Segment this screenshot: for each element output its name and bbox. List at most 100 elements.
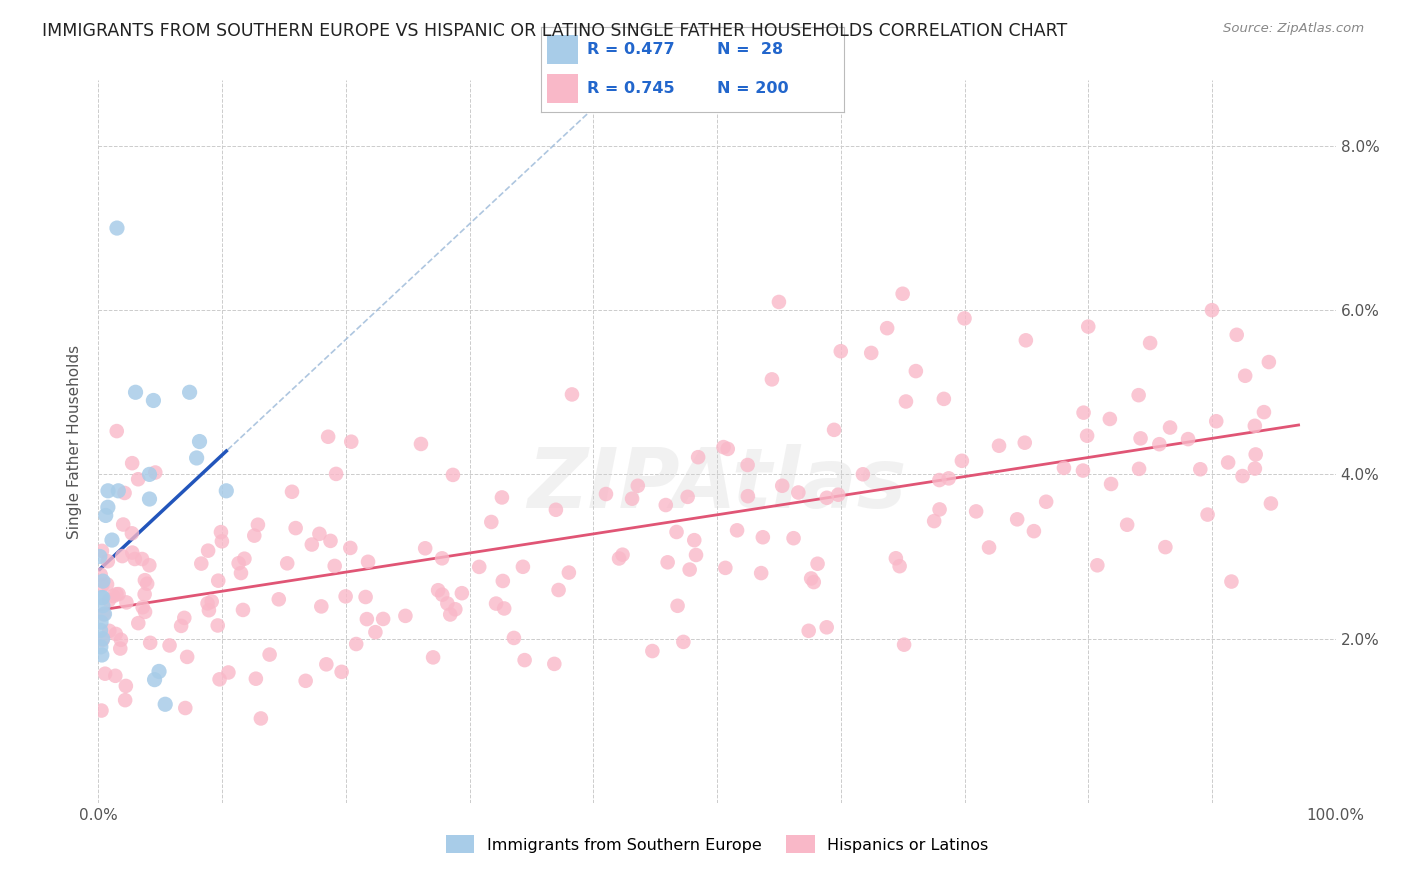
Point (1085, 558, 1108, 573)
Point (1197, 508, 1219, 522)
Text: R = 0.745: R = 0.745 (586, 81, 675, 96)
Point (115, 679, 138, 693)
Point (89, 549, 111, 564)
Point (245, 672, 267, 686)
Point (201, 594, 224, 608)
Point (91, 632, 114, 646)
FancyBboxPatch shape (547, 35, 578, 64)
Point (803, 575, 825, 590)
Point (1244, 461, 1267, 475)
Point (688, 450, 710, 465)
Point (621, 491, 644, 506)
Point (679, 563, 702, 577)
Point (666, 599, 689, 613)
Point (1129, 431, 1152, 445)
Point (665, 524, 688, 539)
Y-axis label: Single Father Households: Single Father Households (67, 344, 83, 539)
Point (485, 597, 508, 611)
Point (806, 557, 828, 571)
Point (323, 558, 346, 573)
Point (112, 517, 135, 532)
Point (90, 624, 112, 638)
Point (319, 533, 342, 548)
Point (891, 286, 914, 301)
Point (111, 549, 134, 563)
Point (512, 559, 534, 574)
Point (1116, 517, 1139, 532)
Point (115, 595, 138, 609)
Point (94, 666, 117, 681)
Point (174, 701, 197, 715)
Point (922, 514, 945, 528)
Point (787, 485, 810, 500)
Point (950, 454, 973, 468)
Point (1139, 336, 1161, 351)
Point (1220, 574, 1243, 589)
Point (176, 649, 198, 664)
Point (1022, 524, 1045, 538)
Point (143, 466, 166, 480)
Point (1216, 455, 1239, 469)
Point (179, 385, 201, 400)
Point (1128, 462, 1150, 476)
Point (439, 607, 461, 622)
Point (91, 574, 114, 588)
Point (558, 566, 581, 580)
Point (543, 657, 565, 671)
Point (928, 502, 950, 516)
Point (190, 557, 212, 571)
Point (1260, 496, 1282, 510)
Point (1257, 355, 1279, 369)
FancyBboxPatch shape (547, 74, 578, 103)
Point (823, 423, 845, 437)
Point (1015, 334, 1038, 348)
Point (97, 500, 120, 515)
Point (1189, 462, 1212, 476)
Point (335, 590, 357, 604)
Point (103, 589, 125, 603)
Text: IMMIGRANTS FROM SOUTHERN EUROPE VS HISPANIC OR LATINO SINGLE FATHER HOUSEHOLDS C: IMMIGRANTS FROM SOUTHERN EUROPE VS HISPA… (42, 22, 1067, 40)
Point (354, 590, 377, 604)
Point (143, 673, 166, 687)
Point (136, 576, 159, 591)
Point (90, 704, 112, 718)
Point (91, 632, 114, 647)
Point (127, 616, 149, 631)
Point (211, 534, 233, 549)
Point (468, 560, 491, 574)
Point (198, 603, 221, 617)
Point (815, 620, 838, 634)
Point (1177, 432, 1199, 446)
Point (114, 693, 136, 707)
Point (131, 552, 153, 566)
Point (134, 587, 156, 601)
Point (830, 344, 852, 359)
Point (768, 295, 790, 310)
Point (276, 557, 298, 571)
Point (1232, 469, 1254, 483)
Point (1053, 461, 1076, 475)
Point (713, 440, 735, 454)
Point (1253, 405, 1275, 419)
Point (797, 624, 820, 638)
Text: N =  28: N = 28 (717, 42, 783, 57)
Point (1234, 368, 1257, 383)
Point (364, 625, 387, 640)
Point (977, 541, 1000, 555)
Point (159, 639, 181, 653)
Point (121, 456, 143, 470)
Point (492, 574, 515, 588)
Point (97, 593, 120, 607)
Point (655, 498, 678, 512)
Point (685, 548, 707, 562)
Point (1201, 303, 1223, 318)
Point (139, 636, 162, 650)
Point (217, 665, 239, 680)
Point (197, 596, 219, 610)
Point (904, 364, 927, 378)
Point (1128, 388, 1150, 402)
Point (344, 637, 367, 651)
Point (1076, 428, 1098, 442)
Point (357, 555, 380, 569)
Point (965, 504, 987, 518)
